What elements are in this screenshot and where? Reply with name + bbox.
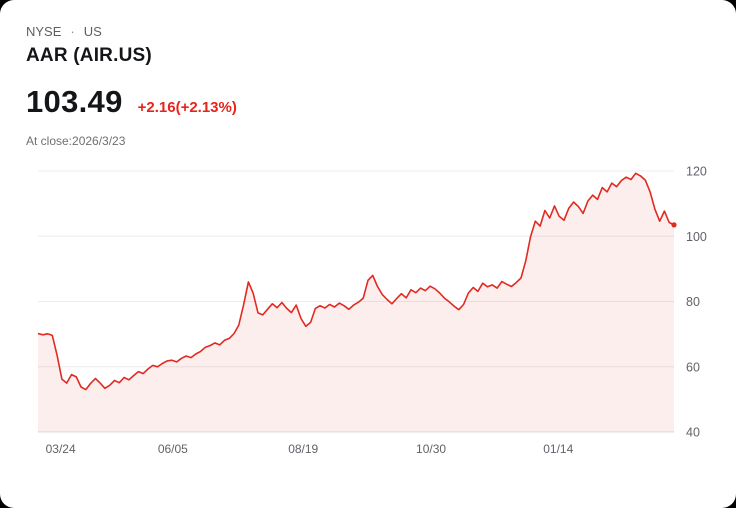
ticker-title: AAR (AIR.US)	[26, 45, 152, 66]
current-price: 103.49	[26, 84, 123, 119]
exchange-line: NYSE · US	[26, 24, 710, 39]
svg-text:10/30: 10/30	[416, 442, 446, 456]
price-change: +2.16(+2.13%)	[137, 99, 237, 116]
svg-text:100: 100	[686, 230, 707, 244]
svg-text:06/05: 06/05	[158, 442, 188, 456]
svg-text:40: 40	[686, 426, 700, 440]
svg-text:60: 60	[686, 360, 700, 374]
region-label: US	[83, 24, 102, 39]
svg-text:120: 120	[686, 165, 707, 179]
svg-text:01/14: 01/14	[543, 442, 573, 456]
price-chart: 40 60 80 100 120 03/24 06/05 08/19 10/30 01/14	[37, 161, 710, 464]
exchange-label: NYSE	[26, 24, 62, 39]
price-chart-svg: 40 60 80 100 120 03/24 06/05 08/19 10/30 01/14	[37, 165, 707, 456]
svg-text:08/19: 08/19	[288, 442, 318, 456]
svg-text:80: 80	[686, 295, 700, 309]
separator-dot: ·	[70, 24, 75, 39]
svg-text:03/24: 03/24	[46, 442, 76, 456]
price-row: 103.49 +2.16(+2.13%)	[26, 84, 710, 120]
close-time: At close:2026/3/23	[26, 134, 126, 148]
